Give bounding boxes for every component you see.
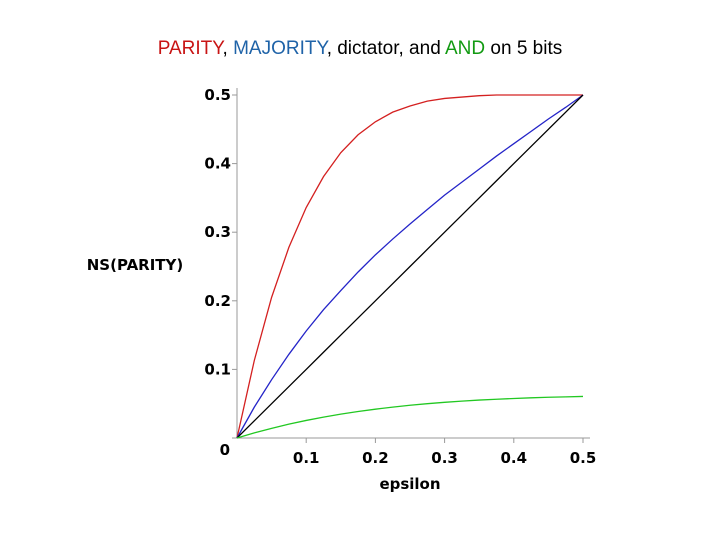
y-tick-label: 0 (220, 441, 230, 459)
y-tick-label: 0.5 (204, 86, 231, 104)
y-tick-label: 0.2 (204, 292, 231, 310)
title-part: PARITY (158, 38, 226, 59)
x-tick-label: 0.1 (293, 449, 320, 467)
y-axis-label: NS(PARITY) (87, 256, 184, 274)
y-tick-label: 0.3 (204, 223, 231, 241)
x-tick-label: 0.4 (501, 449, 528, 467)
x-tick-label: 0.3 (431, 449, 458, 467)
chart-title: PARITY, MAJORITY, dictator, and AND on 5… (158, 38, 562, 59)
series-line (236, 94, 584, 439)
y-tick-label: 0.4 (204, 155, 231, 173)
x-tick-label: 0.2 (362, 449, 389, 467)
title-part: , (223, 38, 234, 59)
title-part: , dictator, and (327, 38, 445, 59)
title-part: AND (445, 38, 485, 59)
y-tick-label: 0.1 (204, 360, 231, 378)
x-axis-label: epsilon (379, 475, 440, 493)
title-part: on 5 bits (485, 38, 562, 59)
x-tick-label: 0.5 (570, 449, 597, 467)
title-part: MAJORITY (233, 38, 329, 59)
series-line (236, 94, 584, 439)
series-line (236, 395, 584, 439)
series-line (236, 94, 583, 439)
